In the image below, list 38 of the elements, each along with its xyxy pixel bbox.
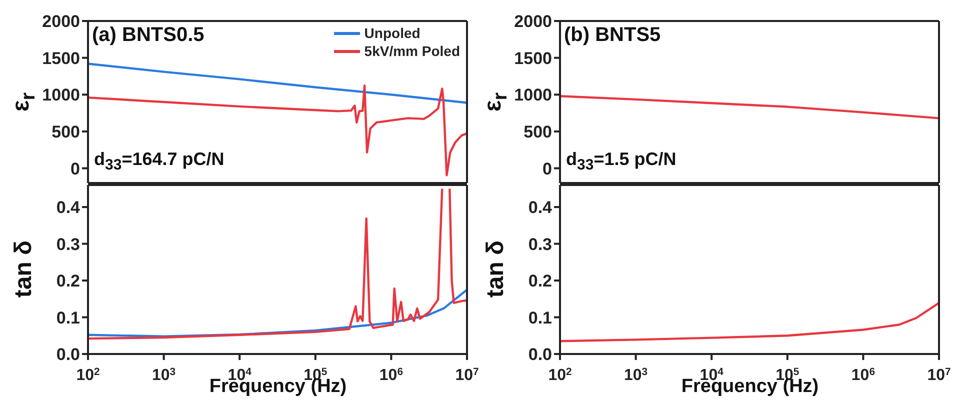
x-tick-label: 10$^{2}$ [548,366,572,384]
y-tick-label: 1500 [514,48,552,68]
legend-label: Unpoled [364,24,420,42]
x-tick-label: 10$^{2}$ [76,366,100,384]
line-series [88,62,467,104]
y-tick-label: 0.1 [528,308,552,328]
annotation: d$_{33}$=164.7 pC/N [94,149,224,174]
y-tick-label: 0.4 [56,198,81,218]
y-tick-label: 0.3 [56,234,80,254]
y-tick-label: 0.0 [528,345,552,364]
y-tick-label: 2000 [514,12,552,32]
y-tick-label: 1000 [42,86,80,105]
x-tick-label: 10$^{3}$ [152,366,176,384]
line-series [560,95,939,120]
x-tick-label: 10$^{7}$ [455,366,480,384]
y-tick-label: 1500 [42,48,80,68]
y-tick-label: 0.2 [528,272,552,291]
y-tick-label: 500 [524,122,552,142]
y-tick-label: 0.4 [528,198,553,218]
x-tick-label: 10$^{6}$ [379,366,404,384]
annotation: d$_{33}$=1.5 pC/N [566,149,676,174]
annotation: (b) BNTS5 [564,24,661,47]
x-tick-label: 10$^{3}$ [624,366,648,384]
legend-label: 5kV/mm Poled [364,42,460,60]
y-tick-label: 0.3 [528,234,552,254]
y-tick-label: 0.1 [56,308,80,328]
y-tick-label: 2000 [42,12,80,32]
y-tick-label: 1000 [514,86,552,105]
y-tick-label: 0.0 [56,345,80,364]
y-axis-title: tan δ [10,240,38,298]
y-tick-label: 500 [52,122,80,142]
annotation: (a) BNTS0.5 [92,24,204,47]
x-tick-label: 10$^{6}$ [851,366,876,384]
y-tick-label: 0 [70,159,80,178]
y-tick-label: 0 [542,159,552,178]
y-tick-label: 0.2 [56,272,80,291]
x-tick-label: 10$^{7}$ [927,366,952,384]
y-axis-title: tan δ [482,240,510,298]
